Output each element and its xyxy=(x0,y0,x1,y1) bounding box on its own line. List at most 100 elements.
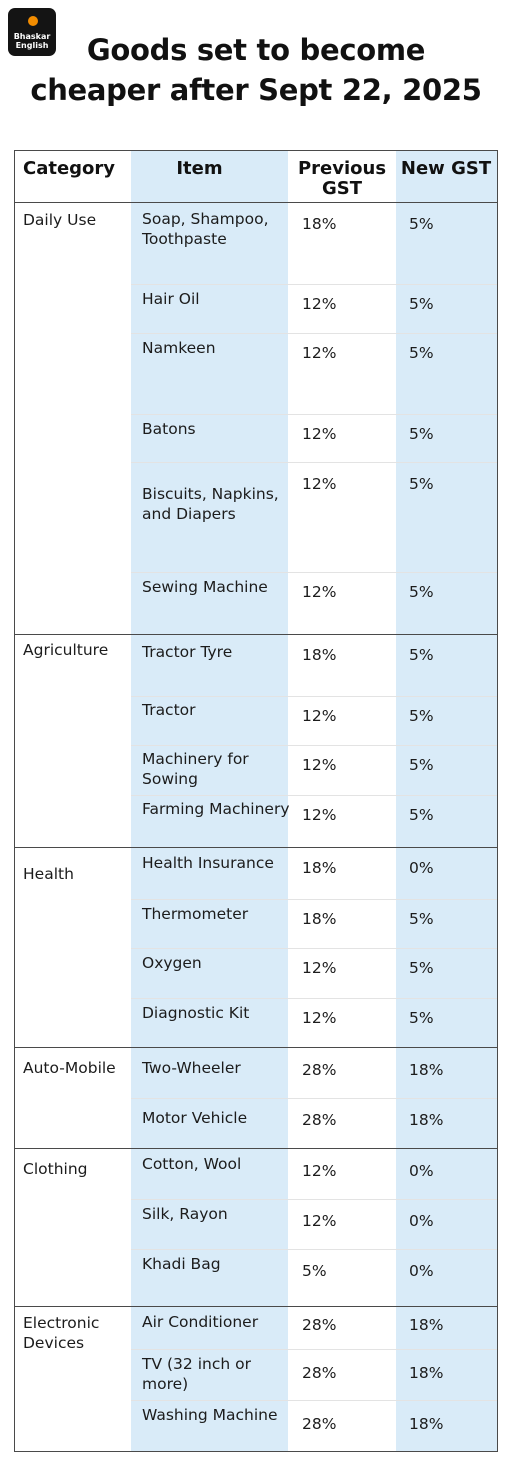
table-border-top xyxy=(14,150,498,151)
previous-gst-cell: 18% xyxy=(302,646,337,664)
new-gst-cell: 5% xyxy=(409,425,434,443)
item-cell: Two-Wheeler xyxy=(142,1059,241,1077)
category-label: Daily Use xyxy=(23,211,97,229)
logo-line-1: Bhaskar xyxy=(13,32,51,41)
logo-dot-icon xyxy=(28,16,38,26)
new-gst-cell: 5% xyxy=(409,806,434,824)
item-cell: Washing Machine xyxy=(142,1406,278,1424)
new-gst-cell: 5% xyxy=(409,959,434,977)
row-divider xyxy=(131,1199,497,1200)
new-gst-cell: 5% xyxy=(409,707,434,725)
previous-gst-cell: 18% xyxy=(302,859,337,877)
item-cell: Silk, Rayon xyxy=(142,1205,228,1223)
table-border-bottom xyxy=(14,1451,498,1452)
group-divider xyxy=(14,1306,498,1307)
new-gst-cell: 18% xyxy=(409,1415,444,1433)
item-cell: TV (32 inch or more) xyxy=(142,1355,251,1393)
item-cell: Machinery for Sowing xyxy=(142,750,249,788)
new-gst-cell: 5% xyxy=(409,1009,434,1027)
new-gst-cell: 18% xyxy=(409,1316,444,1334)
item-cell: Health Insurance xyxy=(142,854,274,872)
previous-gst-cell: 5% xyxy=(302,1262,327,1280)
header-item: Item xyxy=(176,158,223,179)
previous-gst-cell: 12% xyxy=(302,295,337,313)
category-label: Auto-Mobile xyxy=(23,1059,116,1077)
category-label: Agriculture xyxy=(23,641,109,659)
previous-gst-cell: 12% xyxy=(302,1162,337,1180)
item-cell: Tractor xyxy=(142,701,196,719)
item-cell: Tractor Tyre xyxy=(142,643,233,661)
row-divider xyxy=(131,899,497,900)
header-new-gst: New GST xyxy=(400,158,492,179)
item-cell: Air Conditioner xyxy=(142,1313,259,1331)
header-previous-gst: Previous GST xyxy=(297,158,387,199)
previous-gst-cell: 12% xyxy=(302,344,337,362)
row-divider xyxy=(131,795,497,796)
previous-gst-cell: 28% xyxy=(302,1364,337,1382)
previous-gst-cell: 12% xyxy=(302,1212,337,1230)
new-gst-cell: 18% xyxy=(409,1364,444,1382)
previous-gst-cell: 28% xyxy=(302,1316,337,1334)
item-cell: Biscuits, Napkins, and Diapers xyxy=(142,485,279,523)
item-cell: Oxygen xyxy=(142,954,202,972)
row-divider xyxy=(131,284,497,285)
category-label: Clothing xyxy=(23,1160,88,1178)
new-gst-cell: 18% xyxy=(409,1061,444,1079)
new-gst-cell: 0% xyxy=(409,1262,434,1280)
previous-gst-cell: 28% xyxy=(302,1061,337,1079)
row-divider xyxy=(131,414,497,415)
gst-table: Category Item Previous GST New GST Daily… xyxy=(14,150,498,1452)
new-gst-cell: 5% xyxy=(409,583,434,601)
brand-logo: Bhaskar English xyxy=(8,8,56,56)
row-divider xyxy=(131,462,497,463)
new-gst-cell: 5% xyxy=(409,475,434,493)
row-divider xyxy=(131,1098,497,1099)
previous-gst-cell: 12% xyxy=(302,806,337,824)
new-gst-column-highlight xyxy=(396,150,497,1452)
previous-gst-cell: 12% xyxy=(302,425,337,443)
group-divider xyxy=(14,847,498,848)
item-cell: Diagnostic Kit xyxy=(142,1004,250,1022)
item-cell: Namkeen xyxy=(142,339,216,357)
page-title: Goods set to become cheaper after Sept 2… xyxy=(0,30,512,110)
previous-gst-cell: 28% xyxy=(302,1111,337,1129)
row-divider xyxy=(131,1349,497,1350)
row-divider xyxy=(131,696,497,697)
row-divider xyxy=(131,745,497,746)
previous-gst-cell: 12% xyxy=(302,756,337,774)
previous-gst-cell: 12% xyxy=(302,707,337,725)
new-gst-cell: 5% xyxy=(409,646,434,664)
row-divider xyxy=(131,333,497,334)
new-gst-cell: 18% xyxy=(409,1111,444,1129)
new-gst-cell: 0% xyxy=(409,1212,434,1230)
title-line-1: Goods set to become xyxy=(86,33,426,67)
previous-gst-cell: 28% xyxy=(302,1415,337,1433)
previous-gst-cell: 18% xyxy=(302,910,337,928)
previous-gst-cell: 12% xyxy=(302,959,337,977)
item-cell: Soap, Shampoo, Toothpaste xyxy=(142,210,269,248)
title-line-2: cheaper after Sept 22, 2025 xyxy=(30,73,482,107)
new-gst-cell: 5% xyxy=(409,910,434,928)
new-gst-cell: 5% xyxy=(409,295,434,313)
previous-gst-cell: 12% xyxy=(302,1009,337,1027)
header-divider xyxy=(14,202,498,203)
new-gst-cell: 0% xyxy=(409,1162,434,1180)
item-cell: Farming Machinery xyxy=(142,800,290,818)
table-border-right xyxy=(497,150,498,1452)
new-gst-cell: 5% xyxy=(409,215,434,233)
category-label: Electronic Devices xyxy=(23,1314,100,1352)
item-cell: Batons xyxy=(142,420,196,438)
header-category: Category xyxy=(22,158,116,179)
item-cell: Thermometer xyxy=(142,905,249,923)
category-label: Health xyxy=(23,865,74,883)
previous-gst-cell: 18% xyxy=(302,215,337,233)
item-cell: Cotton, Wool xyxy=(142,1155,242,1173)
item-cell: Motor Vehicle xyxy=(142,1109,248,1127)
item-cell: Sewing Machine xyxy=(142,578,268,596)
row-divider xyxy=(131,948,497,949)
group-divider xyxy=(14,1047,498,1048)
item-column-highlight xyxy=(131,150,288,1452)
previous-gst-cell: 12% xyxy=(302,475,337,493)
logo-line-2: English xyxy=(15,41,49,50)
row-divider xyxy=(131,572,497,573)
